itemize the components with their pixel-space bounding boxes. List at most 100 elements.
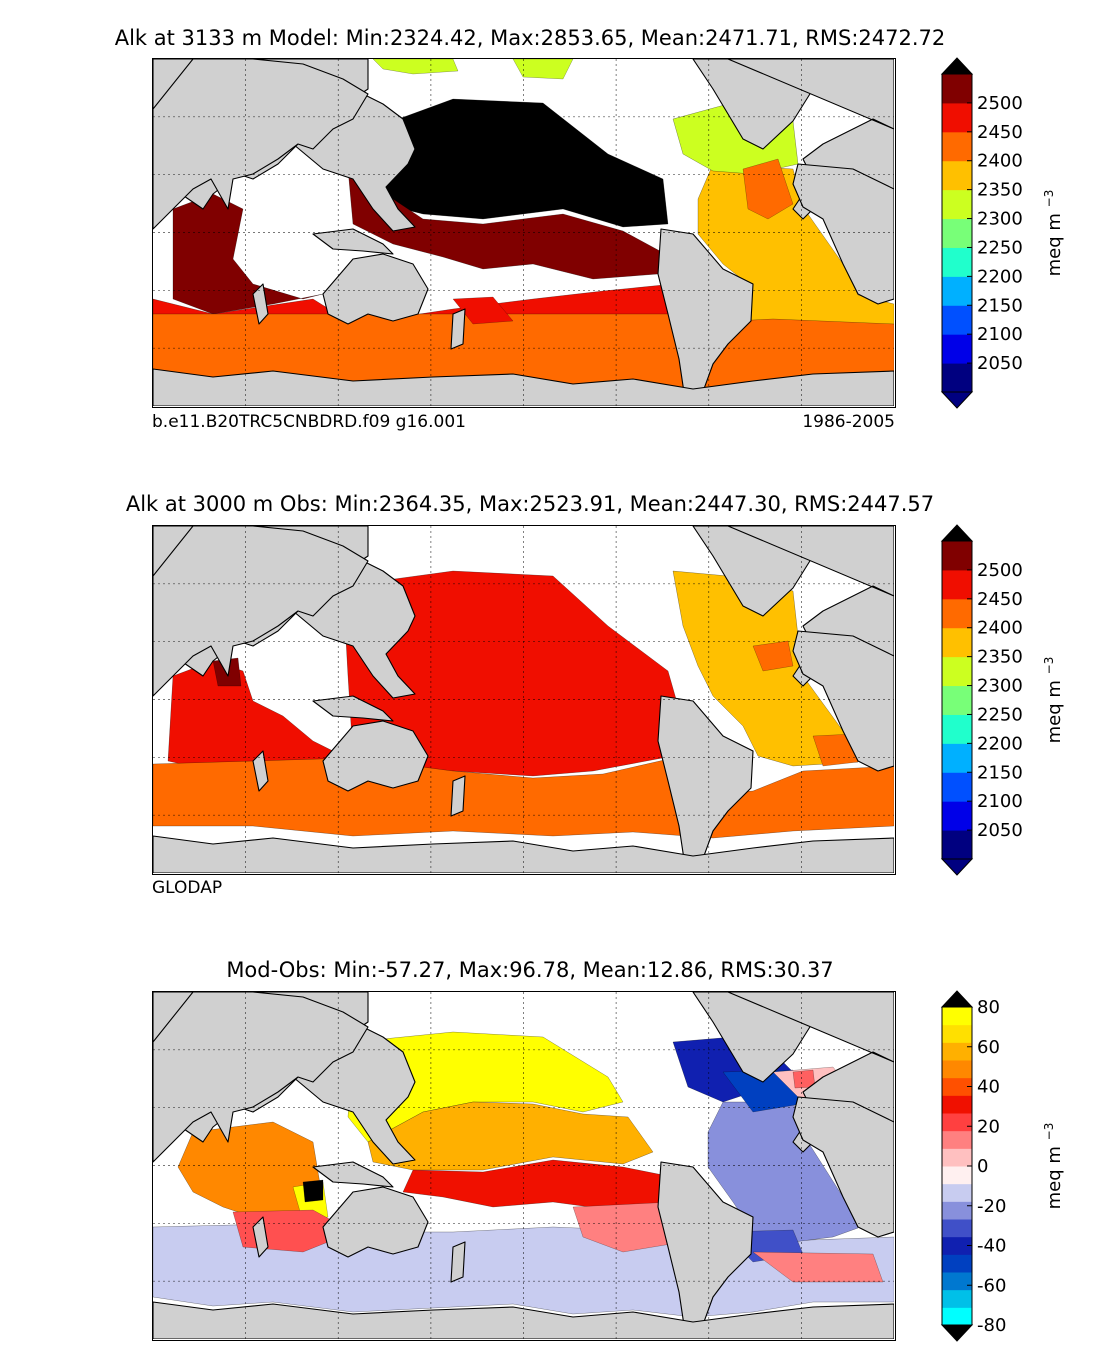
panel-2-map: PacificIndian OceanSouthern OceanAtlanti… (152, 525, 896, 875)
colorbar-tick-label: 2150 (977, 762, 1023, 783)
colorbar-tick-label: 2500 (977, 560, 1023, 581)
colorbar-unit-label: meq m −3 (1042, 657, 1065, 744)
australia-land (322, 720, 429, 792)
colorbar-extend-min (940, 858, 974, 876)
colorbar-tick-label: 2300 (977, 676, 1023, 697)
region-indian-ocean: Indian Ocean (172, 193, 324, 315)
panel-3-colorbar: -80 -60 -40 -20 0 20 40 60 80 meq m −3 (940, 990, 1072, 1342)
colorbar-band (942, 801, 972, 831)
arctic-patch-green (372, 59, 459, 75)
colorbar-band (942, 1166, 972, 1185)
asia-land (153, 59, 369, 230)
colorbar-tick-label: 2450 (977, 589, 1023, 610)
colorbar-tick-label: 2200 (977, 266, 1023, 287)
map-canvas: North PacificCentral PacificIndian Ocean… (153, 59, 894, 406)
atlantic-patch-orange (742, 158, 794, 220)
colorbar-band (942, 743, 972, 773)
indian-patch-black (302, 1179, 324, 1203)
colorbar-band (942, 1183, 972, 1202)
asia-land (153, 992, 369, 1163)
colorbar-band (942, 656, 972, 687)
colorbar-band (942, 1272, 972, 1291)
new-zealand-land (450, 775, 466, 817)
colorbar-tick-label: 2050 (977, 820, 1023, 841)
africa-land (792, 630, 894, 772)
colorbar-tick-label: 60 (977, 1037, 1000, 1058)
colorbar-tick-label: 2050 (977, 353, 1023, 374)
colorbar-tick-label: 2250 (977, 704, 1023, 725)
colorbar-band (942, 830, 972, 860)
colorbar-canvas: -80 -60 -40 -20 0 20 40 60 80 meq m −3 (940, 990, 1065, 1342)
colorbar-extend-min (940, 1324, 974, 1342)
colorbar-band (942, 598, 972, 629)
colorbar-tick-label: 2200 (977, 733, 1023, 754)
colorbar-band (942, 627, 972, 658)
colorbar-band (942, 569, 972, 600)
colorbar-band (942, 1024, 972, 1043)
colorbar-band (942, 1077, 972, 1096)
panel-2-source-caption: GLODAP (152, 878, 223, 898)
colorbar-frame (941, 73, 973, 393)
colorbar-band (942, 541, 972, 571)
region-north-pacific: North Pacific (347, 1031, 624, 1143)
colorbar-band (942, 1007, 972, 1026)
australia-land (322, 253, 429, 325)
colorbar-band (942, 1289, 972, 1308)
colorbar-band (942, 305, 972, 335)
asia-land (153, 526, 369, 697)
colorbar-band (942, 1236, 972, 1255)
colorbar-band (942, 1219, 972, 1238)
colorbar-band (942, 247, 972, 277)
new-zealand-land (450, 308, 466, 350)
panel-1-map: North PacificCentral PacificIndian Ocean… (152, 58, 896, 408)
south-america-land (657, 228, 754, 400)
colorbar-tick-label: -20 (977, 1196, 1006, 1217)
colorbar-band (942, 131, 972, 162)
antarctica-land (153, 835, 894, 873)
colorbar-tick-label: 2100 (977, 324, 1023, 345)
colorbar-tick-label: 2300 (977, 209, 1023, 230)
panel-1-title: Alk at 3133 m Model: Min:2324.42, Max:28… (114, 26, 946, 50)
colorbar-tick-label: 40 (977, 1077, 1000, 1098)
panel-2-title: Alk at 3000 m Obs: Min:2364.35, Max:2523… (125, 492, 935, 516)
colorbar-band (942, 1113, 972, 1132)
madagascar-land (252, 1216, 269, 1258)
colorbar-tick-label: 2350 (977, 180, 1023, 201)
colorbar-tick-label: 2400 (977, 151, 1023, 172)
colorbar-band (942, 714, 972, 744)
southern-patch-red (572, 1201, 684, 1253)
colorbar-band (942, 1201, 972, 1220)
panel-1-case-caption: b.e11.B20TRC5CNBDRD.f09 g16.001 (152, 412, 466, 432)
colorbar-canvas: 2050 2100 2150 2200 2250 2300 2350 2400 2450 2500… (940, 524, 1065, 876)
colorbar-band (942, 276, 972, 306)
panel-2-colorbar: 2050 2100 2150 2200 2250 2300 2350 2400 2450 2500… (940, 524, 1072, 876)
africa-land (792, 1096, 894, 1238)
south-atlantic-patch-pink (752, 1251, 884, 1283)
colorbar-band (942, 1095, 972, 1114)
colorbar-tick-label: 2400 (977, 618, 1023, 639)
colorbar-tick-label: 2100 (977, 791, 1023, 812)
pacific-patch-red (452, 296, 514, 325)
colorbar-extend-max (940, 990, 974, 1008)
panel-3-title: Mod-Obs: Min:-57.27, Max:96.78, Mean:12.… (226, 958, 834, 982)
colorbar-unit-label: meq m −3 (1042, 1123, 1065, 1210)
panel-3-map: North PacificCentral PacificEastern Paci… (152, 991, 896, 1341)
atlantic-patch-orange (812, 733, 859, 767)
australia-land (322, 1186, 429, 1258)
south-america-land (657, 695, 754, 867)
colorbar-extend-max (940, 524, 974, 542)
panel-1-years-caption: 1986-2005 (802, 412, 895, 432)
south-america-land (657, 1161, 754, 1333)
colorbar-band (942, 1254, 972, 1273)
arctic-patch-green (512, 59, 574, 80)
colorbar-band (942, 685, 972, 715)
map-canvas: North PacificCentral PacificEastern Paci… (153, 992, 894, 1339)
colorbar-band (942, 1307, 972, 1326)
colorbar-tick-label: 20 (977, 1116, 1000, 1137)
colorbar-tick-label: -60 (977, 1275, 1006, 1296)
antarctica-land (153, 1301, 894, 1339)
colorbar-tick-label: 0 (977, 1156, 988, 1177)
region-atlantic: Atlantic (697, 163, 894, 325)
panel-1-colorbar: 2050 2100 2150 2200 2250 2300 2350 2400 2450 2500… (940, 57, 1072, 409)
colorbar-unit-label: meq m −3 (1042, 190, 1065, 277)
